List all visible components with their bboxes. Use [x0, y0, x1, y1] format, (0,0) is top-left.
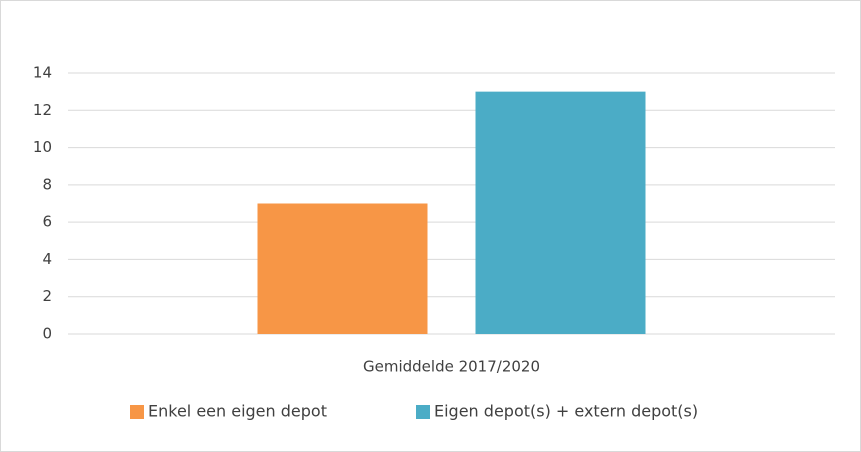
y-tick-label: 6: [42, 213, 52, 231]
y-tick-label: 12: [33, 101, 52, 119]
legend-label: Enkel een eigen depot: [148, 402, 327, 421]
y-tick-label: 14: [33, 64, 52, 82]
y-tick-label: 2: [42, 287, 52, 305]
legend-label: Eigen depot(s) + extern depot(s): [434, 402, 698, 421]
y-tick-label: 0: [42, 325, 52, 343]
y-tick-label: 10: [33, 138, 52, 156]
y-tick-label: 4: [42, 250, 52, 268]
bar: [257, 203, 428, 334]
legend-swatch: [130, 405, 144, 419]
bar: [475, 91, 646, 335]
legend-swatch: [416, 405, 430, 419]
x-tick-label: Gemiddelde 2017/2020: [363, 358, 540, 376]
y-tick-label: 8: [42, 175, 52, 193]
